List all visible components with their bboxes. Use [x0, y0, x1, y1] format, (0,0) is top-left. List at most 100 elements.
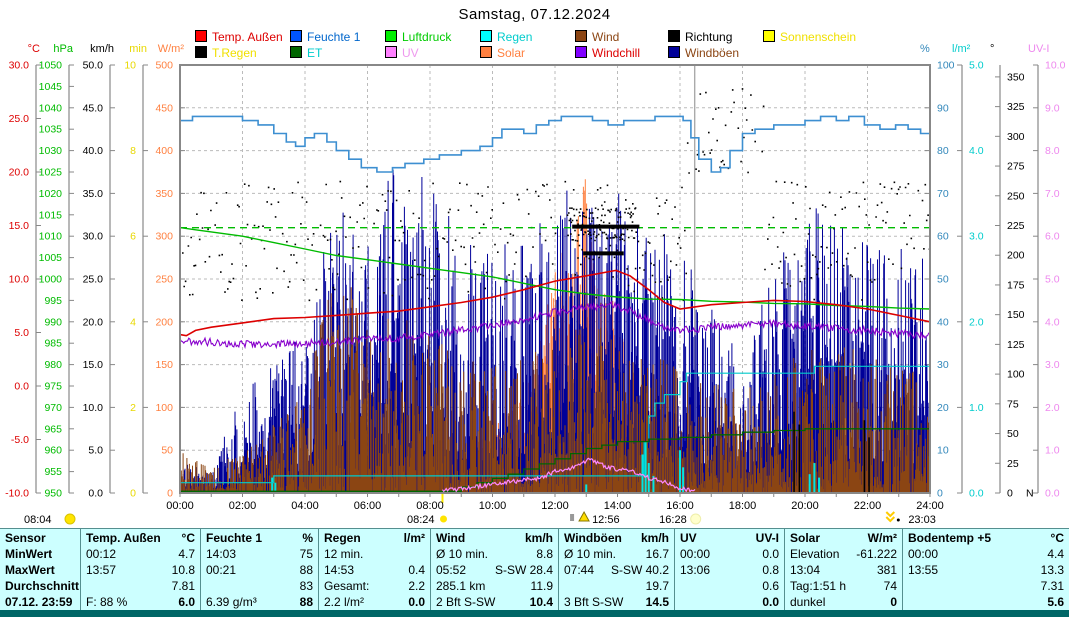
svg-text:1010: 1010 [39, 231, 63, 243]
stat-value: 0 [890, 595, 897, 609]
sensor-unit: UV-I [755, 531, 779, 545]
column-header: Wind km/h [436, 530, 553, 546]
stat-value: 381 [876, 563, 897, 577]
stat-value: 88 [299, 563, 313, 577]
svg-text:35.0: 35.0 [83, 188, 104, 200]
stat-row: 7.31 [908, 578, 1064, 594]
sensor-unit: W/m² [867, 531, 897, 545]
stat-label: 00:00 [680, 547, 711, 561]
svg-text:0.0: 0.0 [88, 488, 103, 500]
column-header: Regen l/m² [324, 530, 425, 546]
svg-text:0: 0 [1007, 488, 1013, 500]
legend-item-sonnenschein: Sonnenschein [763, 30, 856, 44]
stat-row: 12 min. [324, 546, 425, 562]
legend-label: T.Regen [212, 46, 257, 60]
svg-text:50: 50 [1007, 428, 1019, 440]
stat-row: 2.2 l/m² 0.0 [324, 594, 425, 610]
legend-swatch [575, 30, 587, 42]
stat-row: Ø 10 min. 8.8 [436, 546, 553, 562]
svg-text:80: 80 [937, 145, 949, 157]
svg-text:l/m²: l/m² [952, 43, 971, 55]
axes: °C-10.0-5.00.05.010.015.020.025.030.0hPa… [5, 43, 1066, 500]
stat-row: 13:55 13.3 [908, 562, 1064, 578]
time-marker: 16:28 [659, 513, 702, 526]
svg-text:14:00: 14:00 [604, 500, 632, 512]
legend-label: Feuchte 1 [307, 30, 361, 44]
stat-value: 0.0 [762, 595, 779, 609]
sensor-unit: km/h [640, 531, 669, 545]
svg-text:min: min [129, 43, 147, 55]
svg-text:1000: 1000 [39, 274, 63, 286]
stat-label: Elevation [790, 547, 840, 561]
svg-text:400: 400 [155, 145, 173, 157]
svg-text:8: 8 [130, 145, 136, 157]
x-axis-labels: 00:00 02:00 04:00 06:00 08:00 10:00 12:00 14:00… [166, 493, 944, 512]
svg-text:1.0: 1.0 [1045, 445, 1060, 457]
stat-label: Gesamt: [324, 579, 370, 593]
sensor-name: Feuchte 1 [206, 531, 263, 545]
column-header: Solar W/m² [790, 530, 897, 546]
sensor-column-wind: Wind km/h Ø 10 min. 8.8 05:52 S-SW 28.4 285.1 … [430, 529, 558, 611]
legend-label: Solar [497, 46, 526, 60]
stat-value: 10.8 [171, 563, 195, 577]
stat-row: 00:21 88 [206, 562, 313, 578]
svg-text:15.0: 15.0 [83, 359, 104, 371]
series-windchill [179, 300, 931, 350]
svg-text:3.0: 3.0 [969, 231, 984, 243]
stat-row: 00:00 4.4 [908, 546, 1064, 562]
svg-text:30.0: 30.0 [9, 60, 30, 72]
svg-text:4.0: 4.0 [969, 145, 984, 157]
svg-text:125: 125 [1007, 339, 1025, 351]
stat-value: 2.2 [408, 579, 425, 593]
svg-text:950: 950 [44, 488, 62, 500]
svg-text:1.0: 1.0 [969, 402, 984, 414]
svg-text:2.0: 2.0 [1045, 402, 1060, 414]
legend-swatch [668, 30, 680, 42]
svg-text:UV-I: UV-I [1028, 43, 1049, 55]
stat-label: 14:53 [324, 563, 355, 577]
stat-label: 13:57 [86, 563, 117, 577]
svg-text:975: 975 [44, 381, 62, 393]
row-label: 07.12. 23:59 [5, 595, 73, 609]
stat-row: 00:00 0.0 [680, 546, 779, 562]
legend-swatch [480, 30, 492, 42]
legend-item-wind: Wind [575, 30, 619, 44]
legend-swatch [385, 30, 397, 42]
series-temp-aussen [179, 269, 931, 337]
svg-text:12:00: 12:00 [541, 500, 569, 512]
stat-label: 2 Bft S-SW [436, 595, 496, 609]
svg-text:22:00: 22:00 [854, 500, 882, 512]
svg-text:1015: 1015 [39, 209, 63, 221]
stat-value: 0.4 [408, 563, 425, 577]
legend-swatch [195, 46, 207, 58]
warning-icon [578, 510, 590, 522]
chart-title: Samstag, 07.12.2024 [458, 6, 611, 23]
svg-text:75: 75 [1007, 398, 1019, 410]
legend-swatch [290, 46, 302, 58]
svg-text:325: 325 [1007, 101, 1025, 113]
sensor-unit: l/m² [403, 531, 425, 545]
stat-value: 19.7 [645, 579, 669, 593]
svg-text:4: 4 [130, 316, 136, 328]
svg-text:50: 50 [161, 445, 173, 457]
svg-text:0.0: 0.0 [14, 381, 29, 393]
svg-text:5.0: 5.0 [88, 445, 103, 457]
stat-value: 0.0 [762, 547, 779, 561]
svg-text:300: 300 [155, 231, 173, 243]
stat-row: Tag:1:51 h 74 [790, 578, 897, 594]
svg-text:24:00: 24:00 [916, 500, 944, 512]
svg-text:16:28: 16:28 [659, 514, 687, 526]
svg-text:1005: 1005 [39, 252, 63, 264]
sun-icon [64, 513, 76, 525]
sun-pale-icon [690, 513, 702, 525]
svg-text:985: 985 [44, 338, 62, 350]
svg-text:50.0: 50.0 [83, 60, 104, 72]
legend-label: UV [402, 46, 419, 60]
svg-text:1030: 1030 [39, 145, 63, 157]
svg-text:20.0: 20.0 [83, 316, 104, 328]
svg-text:5.0: 5.0 [14, 327, 29, 339]
down-arrows-icon [885, 511, 896, 523]
svg-text:2: 2 [130, 402, 136, 414]
svg-text:150: 150 [155, 359, 173, 371]
stat-value: 0.6 [762, 579, 779, 593]
